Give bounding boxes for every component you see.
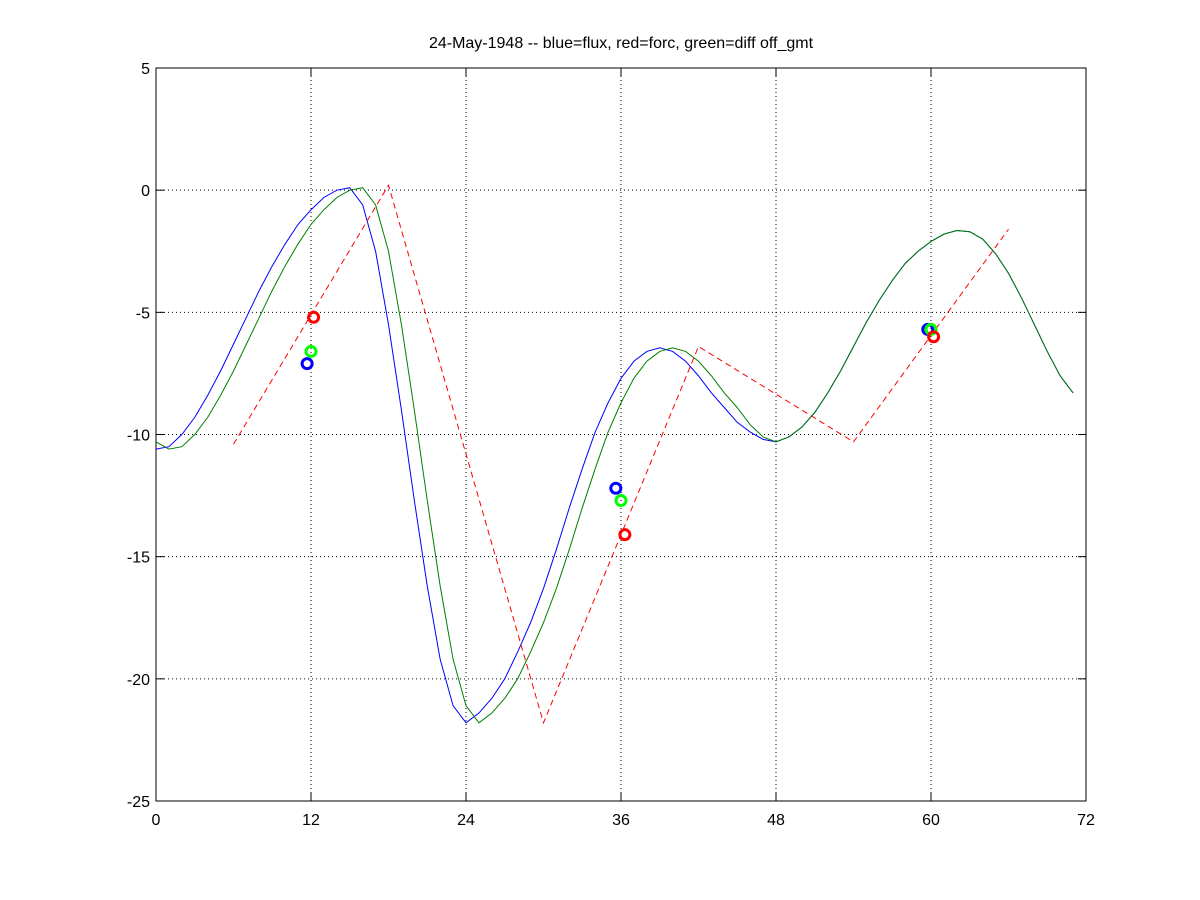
x-tick-label: 60	[922, 812, 940, 829]
marker	[618, 528, 632, 542]
y-tick-label: -5	[136, 305, 150, 322]
marker	[614, 493, 628, 507]
y-tick-label: -20	[127, 672, 150, 689]
marker	[300, 357, 314, 371]
marker	[304, 344, 318, 358]
series-line	[155, 187, 1074, 724]
marker	[927, 330, 941, 344]
y-tick-label: -25	[127, 794, 150, 811]
marker	[307, 310, 321, 324]
y-tick-label: 5	[141, 61, 150, 78]
x-tick-label: 72	[1077, 812, 1095, 829]
x-tick-label: 12	[302, 812, 320, 829]
plot-frame	[155, 67, 1087, 802]
chart-title: 24-May-1948 -- blue=flux, red=forc, gree…	[429, 35, 814, 52]
x-tick-label: 0	[152, 812, 161, 829]
y-tick-label: -15	[127, 550, 150, 567]
y-tick-label: -10	[127, 428, 150, 445]
marker	[609, 481, 623, 495]
x-tick-label: 24	[457, 812, 475, 829]
marker	[924, 322, 938, 336]
x-tick-label: 36	[612, 812, 630, 829]
y-tick-label: 0	[141, 183, 150, 200]
x-tick-label: 48	[767, 812, 785, 829]
